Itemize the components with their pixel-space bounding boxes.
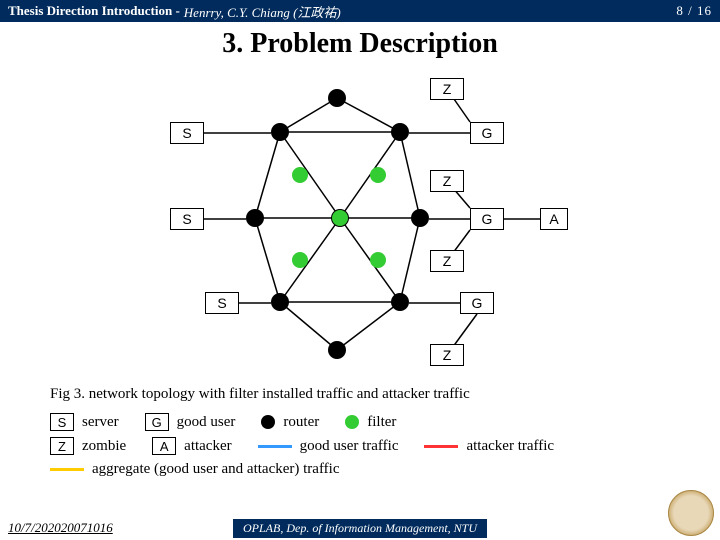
legend-row-3: aggregate (good user and attacker) traff…: [50, 461, 720, 478]
slide-header: Thesis Direction Introduction - Henrry, …: [0, 0, 720, 22]
slide-footer: 10/7/202020071016 OPLAB, Dep. of Informa…: [0, 516, 720, 540]
node-box-s: S: [170, 208, 204, 230]
header-title: Thesis Direction Introduction -: [8, 3, 180, 19]
legend-txt-aggregate: aggregate (good user and attacker) traff…: [92, 461, 340, 478]
legend-line-aggregate: [50, 468, 84, 471]
legend-txt-attacker: attacker: [184, 438, 231, 455]
legend-txt-goodtraffic: good user traffic: [300, 438, 399, 455]
header-author: Henrry, C.Y. Chiang (江政祐): [184, 2, 341, 21]
legend-txt-attackertraffic: attacker traffic: [466, 438, 554, 455]
legend-line-attacker: [424, 445, 458, 448]
legend-row-2: Z zombie A attacker good user traffic at…: [50, 437, 720, 455]
legend-box-s: S: [50, 413, 74, 431]
node-box-z: Z: [430, 344, 464, 366]
legend-dot-router: [261, 415, 275, 429]
node-box-a: A: [540, 208, 568, 230]
page-total: 16: [697, 3, 712, 18]
node-box-s: S: [170, 122, 204, 144]
node-box-g: G: [470, 122, 504, 144]
node-box-z: Z: [430, 170, 464, 192]
node-box-g: G: [470, 208, 504, 230]
network-diagram: SSSGGGZZZZA: [0, 60, 720, 380]
header-pagenum: 8 / 16: [676, 3, 712, 19]
figure-caption: Fig 3. network topology with filter inst…: [50, 386, 720, 403]
legend-box-g: G: [145, 413, 169, 431]
node-box-z: Z: [430, 250, 464, 272]
ntu-logo: [668, 490, 714, 536]
legend-txt-server: server: [82, 414, 119, 431]
legend-txt-router: router: [283, 414, 319, 431]
legend-dot-filter: [345, 415, 359, 429]
node-box-z: Z: [430, 78, 464, 100]
node-box-g: G: [460, 292, 494, 314]
slide-title: 3. Problem Description: [0, 28, 720, 60]
page-current: 8: [676, 3, 684, 18]
legend-txt-gooduser: good user: [177, 414, 236, 431]
legend-line-good: [258, 445, 292, 448]
page-sep: /: [684, 3, 697, 18]
node-box-s: S: [205, 292, 239, 314]
footer-date: 10/7/202020071016: [8, 520, 113, 536]
legend: S server G good user router filter Z zom…: [50, 413, 720, 478]
legend-row-1: S server G good user router filter: [50, 413, 720, 431]
legend-txt-filter: filter: [367, 414, 396, 431]
legend-txt-zombie: zombie: [82, 438, 126, 455]
footer-lab: OPLAB, Dep. of Information Management, N…: [233, 519, 487, 538]
legend-box-a: A: [152, 437, 176, 455]
legend-box-z: Z: [50, 437, 74, 455]
